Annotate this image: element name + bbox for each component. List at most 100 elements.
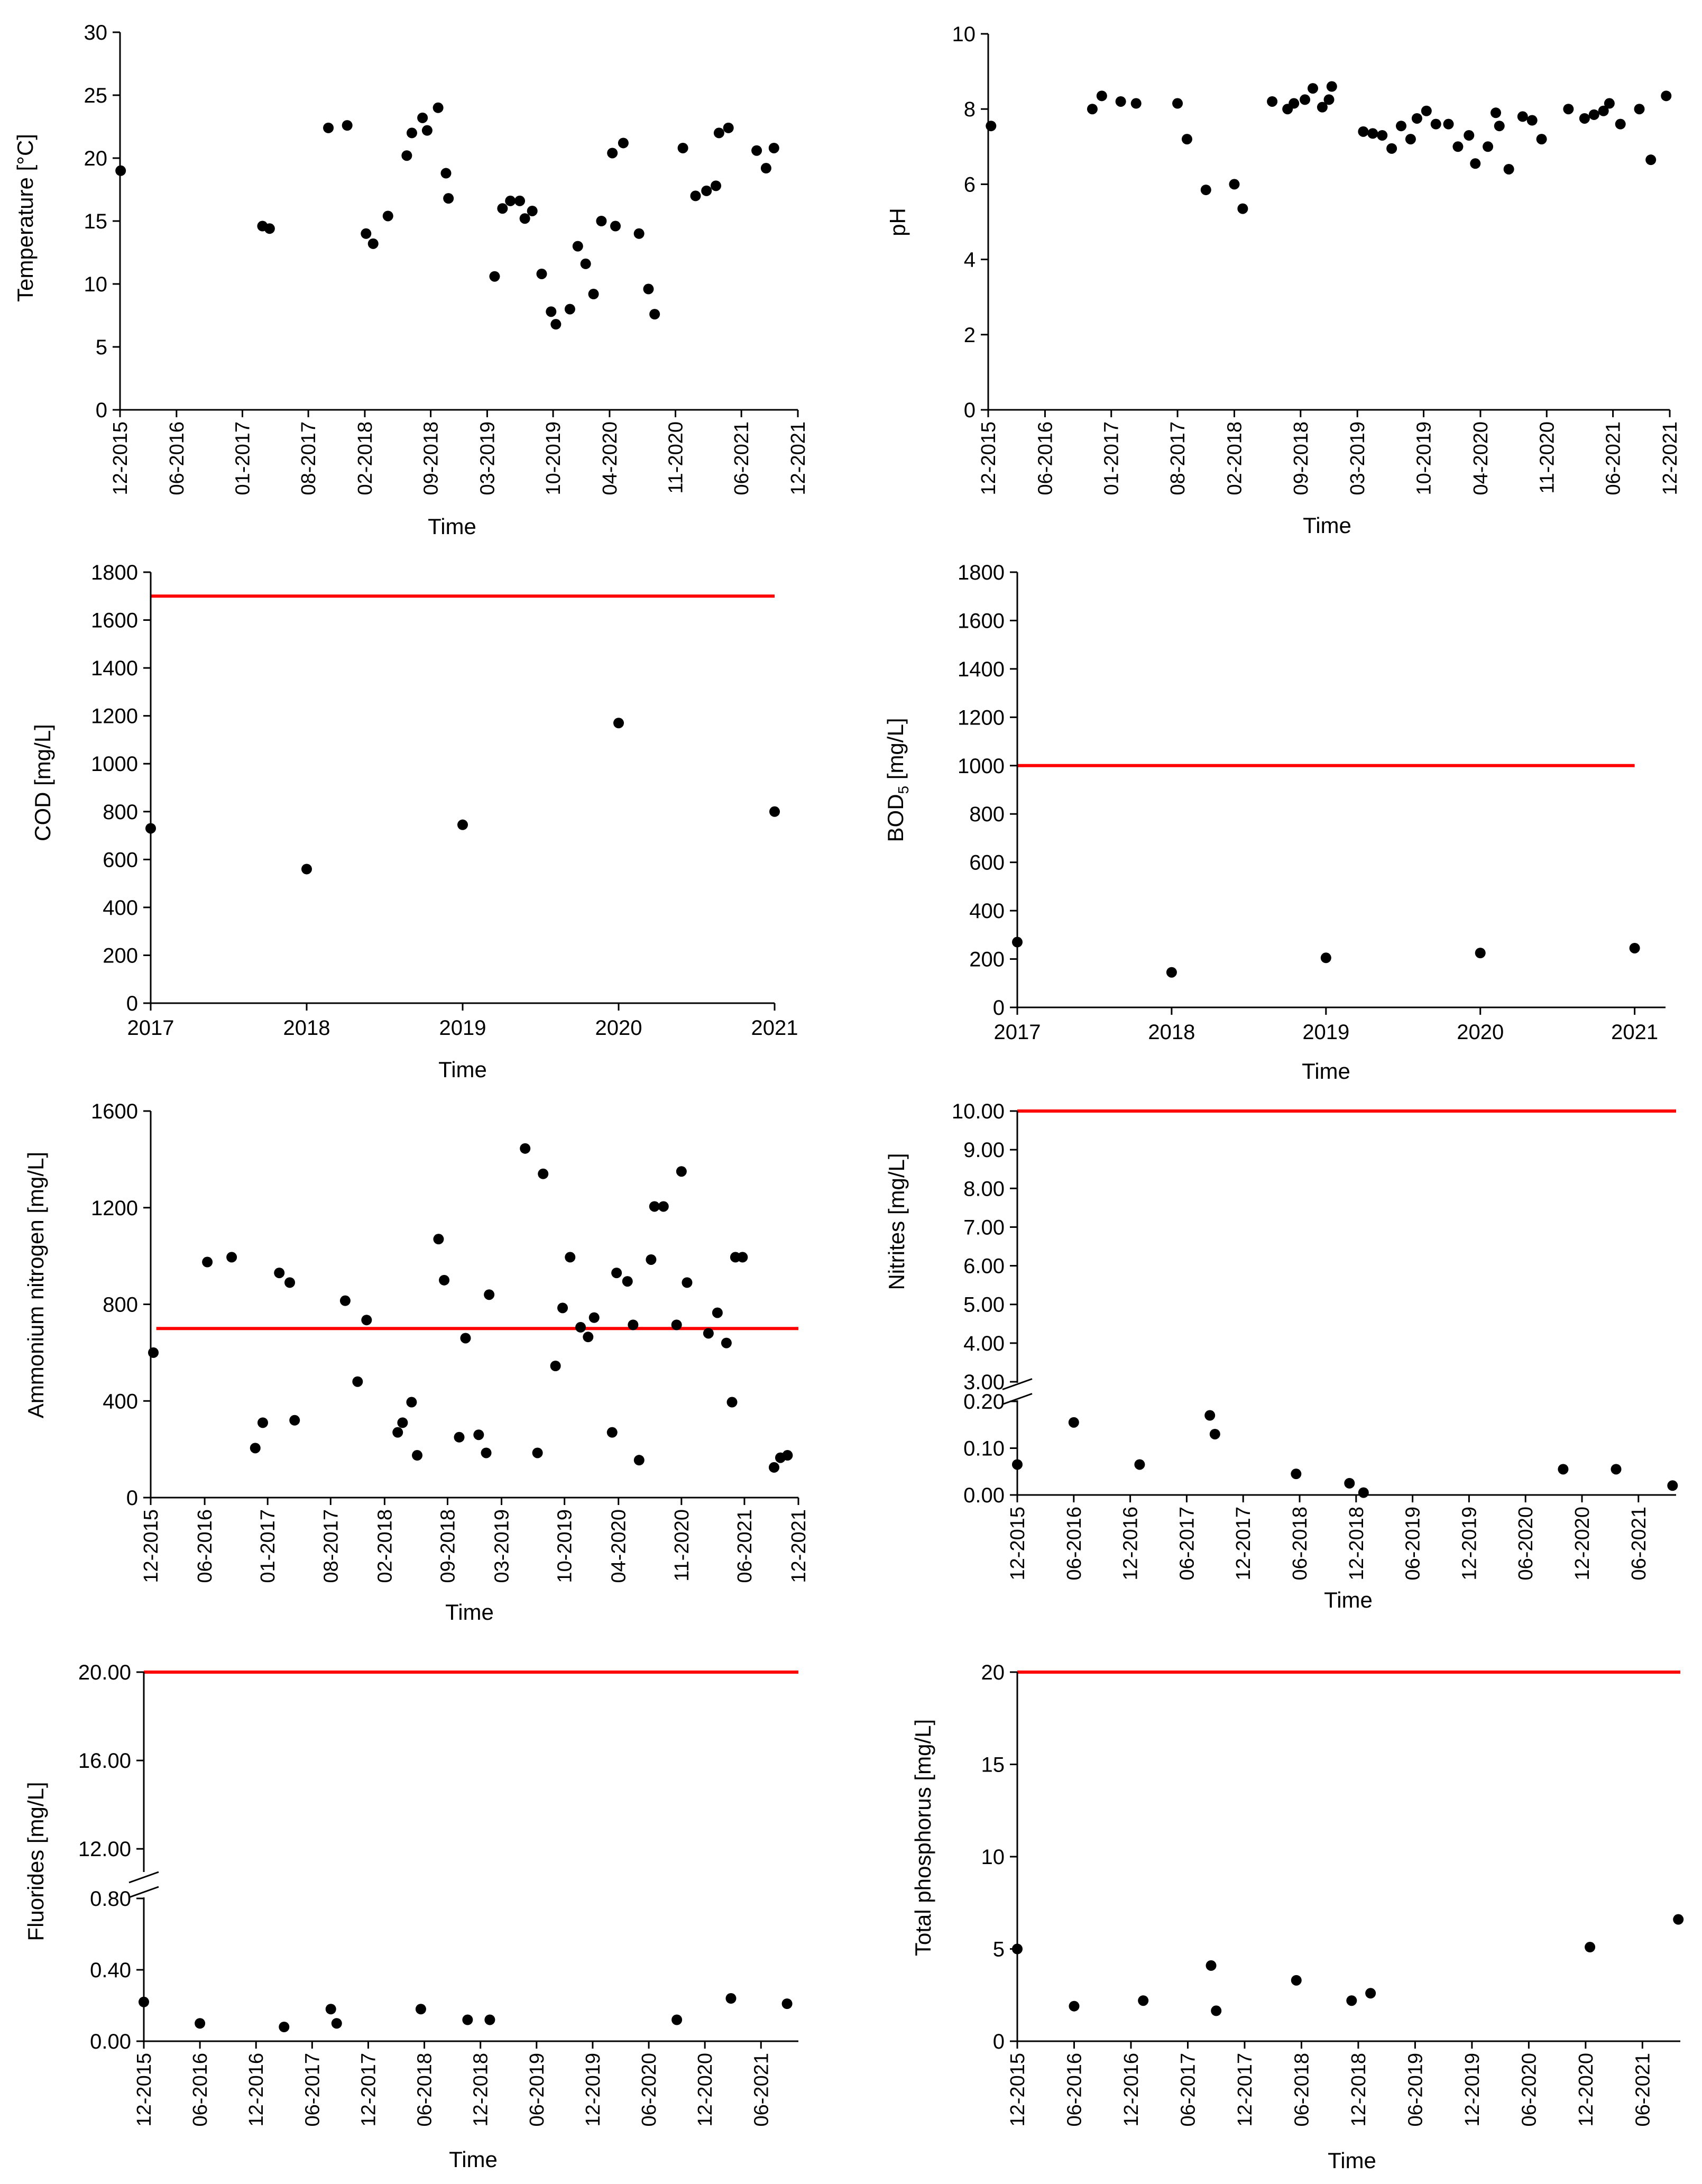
data-point <box>484 2014 495 2025</box>
data-point <box>1377 130 1388 141</box>
data-point <box>580 258 591 269</box>
x-tick-label: 2021 <box>1611 1021 1658 1044</box>
data-point <box>618 137 629 149</box>
x-tick-label: 2020 <box>1457 1021 1504 1044</box>
data-point <box>454 1431 465 1443</box>
temperature-y-axis-label: Temperature [°C] <box>13 134 38 302</box>
data-point <box>751 145 762 156</box>
data-point <box>690 190 701 201</box>
data-point <box>1673 1914 1684 1925</box>
data-point <box>1386 143 1397 154</box>
data-point <box>514 195 526 206</box>
data-point <box>519 213 530 224</box>
y-tick-label: 1600 <box>91 609 138 632</box>
data-point <box>497 203 508 214</box>
data-point <box>1317 102 1328 113</box>
data-point <box>550 1361 561 1372</box>
data-point <box>737 1252 748 1263</box>
data-point <box>1012 1943 1023 1954</box>
fluorides-x-axis-label: Time <box>449 2147 498 2172</box>
data-point <box>546 306 557 317</box>
data-point <box>1229 179 1240 190</box>
x-tick-label: 12-2021 <box>788 1509 810 1583</box>
data-point <box>1204 1410 1216 1421</box>
x-tick-label: 08-2017 <box>320 1509 342 1583</box>
data-point <box>250 1443 261 1454</box>
y-tick-label: 6.00 <box>963 1255 1005 1278</box>
data-point <box>572 241 583 252</box>
y-tick-label: 1600 <box>958 609 1005 632</box>
y-tick-label: 1000 <box>91 753 138 776</box>
data-point <box>1237 203 1248 214</box>
data-point <box>1358 126 1369 137</box>
data-point <box>284 1277 296 1288</box>
x-tick-label: 2018 <box>1148 1021 1195 1044</box>
data-point <box>646 1254 657 1265</box>
y-tick-label: 200 <box>969 948 1005 971</box>
data-point <box>1503 163 1514 175</box>
y-tick-label: 8.00 <box>963 1177 1005 1200</box>
data-point <box>703 1328 714 1339</box>
data-point <box>1358 1487 1369 1498</box>
x-tick-label: 08-2017 <box>1167 421 1189 495</box>
data-point <box>760 163 771 174</box>
data-point <box>433 1234 444 1245</box>
x-tick-label: 2019 <box>439 1016 486 1040</box>
data-point <box>1667 1480 1678 1491</box>
x-tick-label: 06-2020 <box>1518 2053 1540 2126</box>
x-tick-label: 12-2015 <box>978 421 1000 495</box>
y-tick-label: 600 <box>969 851 1005 875</box>
x-tick-label: 06-2016 <box>1063 2053 1085 2126</box>
x-tick-label: 12-2017 <box>1234 2053 1256 2126</box>
data-point <box>433 102 444 113</box>
y-tick-label: 5 <box>96 336 107 359</box>
data-point <box>289 1415 300 1426</box>
ph-y-axis-label: pH <box>885 208 910 236</box>
cod-y-axis-label: COD [mg/L] <box>30 724 55 841</box>
data-point <box>1209 1428 1220 1439</box>
x-tick-label: 03-2019 <box>1347 421 1369 495</box>
data-point <box>382 210 393 222</box>
y-tick-label: 5.00 <box>963 1293 1005 1317</box>
data-point <box>489 271 500 282</box>
x-tick-label: 02-2018 <box>374 1509 396 1583</box>
data-point <box>1068 1417 1079 1428</box>
data-point <box>439 1274 450 1286</box>
y-tick-label: 4 <box>964 249 976 272</box>
data-point <box>633 1455 645 1466</box>
data-point <box>1326 81 1337 92</box>
x-tick-label: 10-2019 <box>1413 421 1436 495</box>
x-tick-label: 12-2018 <box>1346 1507 1368 1580</box>
y-tick-label: 8 <box>964 98 976 121</box>
data-point <box>115 165 126 176</box>
data-point <box>1585 1942 1596 1953</box>
data-point <box>768 142 779 153</box>
data-point <box>301 864 312 875</box>
y-tick-label: 1200 <box>91 705 138 728</box>
data-point <box>1536 134 1547 145</box>
x-tick-label: 06-2017 <box>1177 2053 1199 2126</box>
ph-x-axis-label: Time <box>1303 513 1351 538</box>
fluorides-chart: 0.00 0.40 0.80 12.00 16.00 20.00 12-2015 06-20… <box>23 1661 798 2172</box>
data-point <box>342 120 353 131</box>
data-point <box>565 1252 576 1263</box>
bod5-y-axis-label: BOD5 [mg/L] <box>883 718 912 842</box>
x-tick-label: 12-2021 <box>1659 421 1681 495</box>
x-tick-label: 06-2016 <box>1034 421 1056 495</box>
y-tick-label: 0.10 <box>963 1437 1005 1461</box>
data-point <box>1087 104 1098 115</box>
data-point <box>782 1450 793 1461</box>
x-tick-label: 12-2019 <box>1458 1507 1480 1580</box>
x-tick-label: 06-2020 <box>1515 1507 1537 1580</box>
x-tick-label: 06-2020 <box>638 2053 660 2126</box>
data-point <box>1012 1459 1023 1470</box>
y-tick-label: 1600 <box>91 1100 138 1123</box>
data-point <box>1598 105 1609 116</box>
y-tick-label: 800 <box>103 1293 138 1317</box>
y-tick-label: 5 <box>993 1938 1005 1961</box>
data-point <box>367 238 379 249</box>
fluorides-y-axis-label: Fluorides [mg/L] <box>23 1782 48 1941</box>
bod5-x-axis-label: Time <box>1302 1059 1350 1084</box>
data-point <box>721 1337 732 1348</box>
